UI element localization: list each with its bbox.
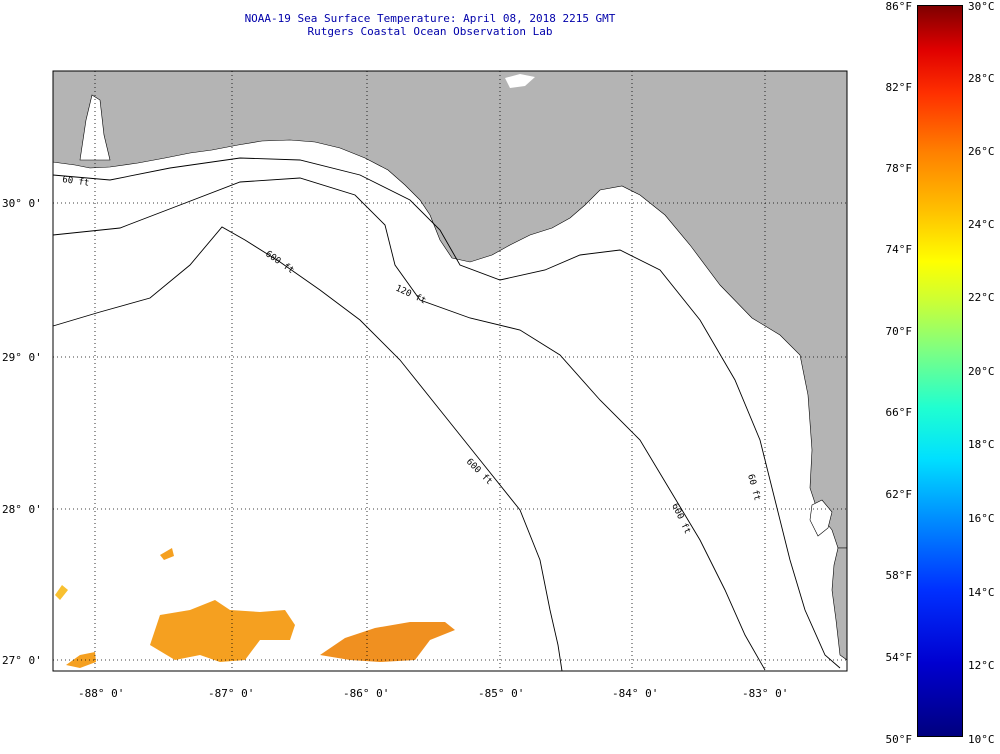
map-title: NOAA-19 Sea Surface Temperature: April 0… xyxy=(244,12,616,25)
scale-f-label: 78°F xyxy=(885,162,913,175)
contour-60ft xyxy=(52,157,841,669)
scale-c-label: 30°C xyxy=(968,0,995,13)
lake xyxy=(505,74,535,88)
scale-c-label: 18°C xyxy=(968,438,995,451)
lon-label: -88° 0' xyxy=(78,687,124,700)
scale-f-label: 50°F xyxy=(885,733,913,746)
contour-120ft xyxy=(52,177,766,671)
scale-c-label: 16°C xyxy=(968,512,995,525)
scale-f-label: 62°F xyxy=(885,488,913,501)
scale-c-label: 28°C xyxy=(968,72,995,85)
sst-patches xyxy=(55,548,455,668)
scale-c-label: 20°C xyxy=(968,365,995,378)
map-frame xyxy=(52,70,848,672)
tampa-bay xyxy=(809,499,833,537)
map-subtitle: Rutgers Coastal Ocean Observation Lab xyxy=(307,25,553,38)
lon-label: -87° 0' xyxy=(208,687,254,700)
scale-c-label: 10°C xyxy=(968,733,995,746)
land-mass xyxy=(52,70,848,549)
scale-f-label: 66°F xyxy=(885,406,913,419)
contour-600ft xyxy=(52,226,563,672)
scale-c-label: 24°C xyxy=(968,218,995,231)
lon-label: -84° 0' xyxy=(612,687,658,700)
scale-c-label: 12°C xyxy=(968,659,995,672)
scale-f-label: 82°F xyxy=(885,81,913,94)
lat-label: 30° 0' xyxy=(2,197,42,210)
contour-label: 60 ft xyxy=(62,175,90,189)
scale-f-label: 70°F xyxy=(885,325,913,338)
lon-label: -85° 0' xyxy=(478,687,524,700)
lon-label: -83° 0' xyxy=(742,687,788,700)
temperature-colorbar xyxy=(917,5,963,737)
lat-label: 29° 0' xyxy=(2,351,42,364)
scale-f-label: 58°F xyxy=(885,569,913,582)
scale-f-label: 54°F xyxy=(885,651,913,664)
lat-label: 27° 0' xyxy=(2,654,42,667)
scale-c-label: 22°C xyxy=(968,291,995,304)
lon-label: -86° 0' xyxy=(343,687,389,700)
scale-f-label: 86°F xyxy=(885,0,913,13)
graticule xyxy=(53,71,847,671)
scale-c-label: 14°C xyxy=(968,586,995,599)
scale-f-label: 74°F xyxy=(885,243,913,256)
lat-label: 28° 0' xyxy=(2,503,42,516)
scale-c-label: 26°C xyxy=(968,145,995,158)
